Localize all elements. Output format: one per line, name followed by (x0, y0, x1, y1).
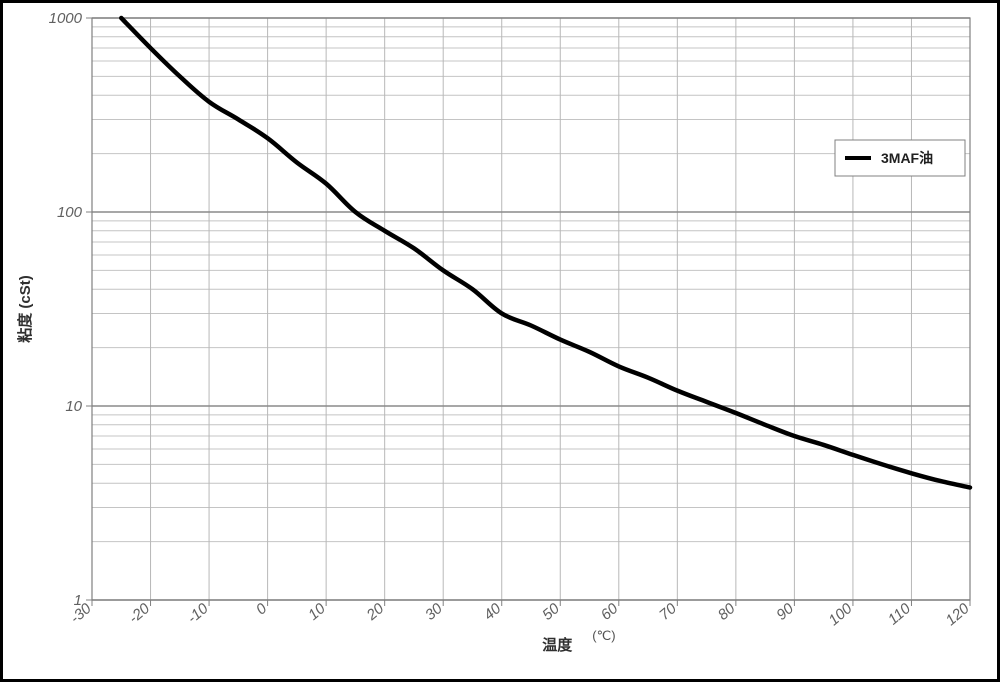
x-axis-unit: (℃) (592, 628, 615, 643)
x-axis-title: 温度 (542, 636, 573, 654)
y-tick-label: 1000 (49, 10, 83, 27)
y-axis-title: 粘度 (cSt) (16, 275, 34, 343)
y-tick-label: 10 (65, 398, 82, 415)
viscosity-chart: -30-20-100102030405060708090100110120110… (0, 0, 1000, 682)
y-tick-label: 1 (74, 592, 82, 609)
legend: 3MAF油 (835, 140, 965, 176)
legend-label: 3MAF油 (881, 150, 933, 166)
y-tick-label: 100 (57, 204, 83, 221)
